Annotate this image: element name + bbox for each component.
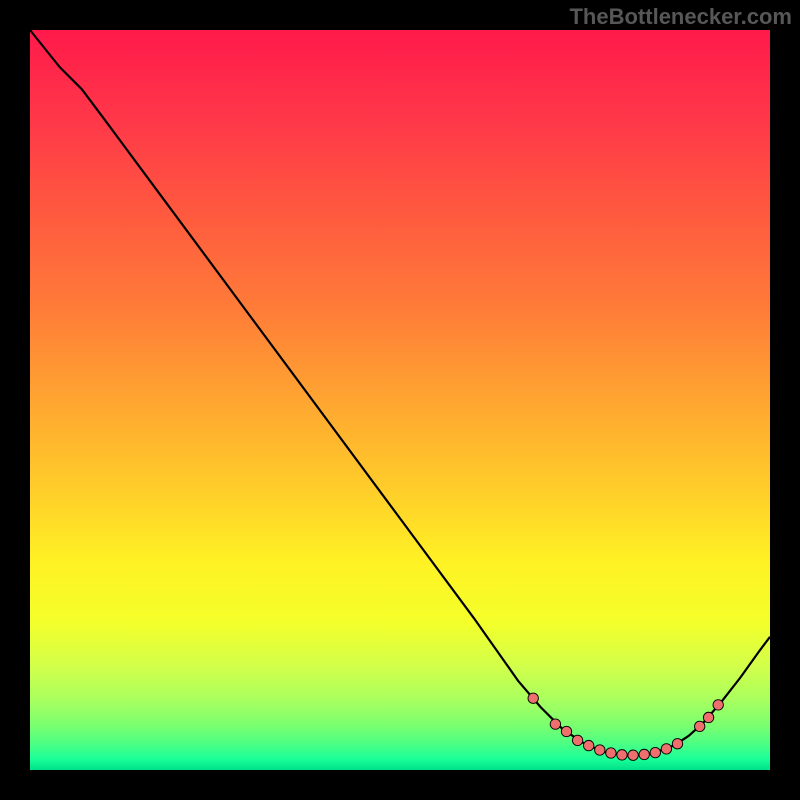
curve-marker xyxy=(695,721,705,731)
curve-marker xyxy=(528,693,538,703)
curve-marker xyxy=(703,712,713,722)
curve-marker xyxy=(650,747,660,757)
curve-marker xyxy=(595,745,605,755)
watermark-text: TheBottlenecker.com xyxy=(569,4,792,30)
curve-marker xyxy=(628,750,638,760)
chart-svg xyxy=(0,0,800,800)
curve-marker xyxy=(713,700,723,710)
curve-marker xyxy=(661,744,671,754)
plot-area-gradient xyxy=(30,30,770,770)
curve-marker xyxy=(550,719,560,729)
curve-marker xyxy=(584,740,594,750)
curve-marker xyxy=(606,748,616,758)
curve-marker xyxy=(572,735,582,745)
curve-marker xyxy=(561,726,571,736)
curve-marker xyxy=(617,750,627,760)
curve-marker xyxy=(639,749,649,759)
chart-container: TheBottlenecker.com xyxy=(0,0,800,800)
curve-marker xyxy=(672,739,682,749)
